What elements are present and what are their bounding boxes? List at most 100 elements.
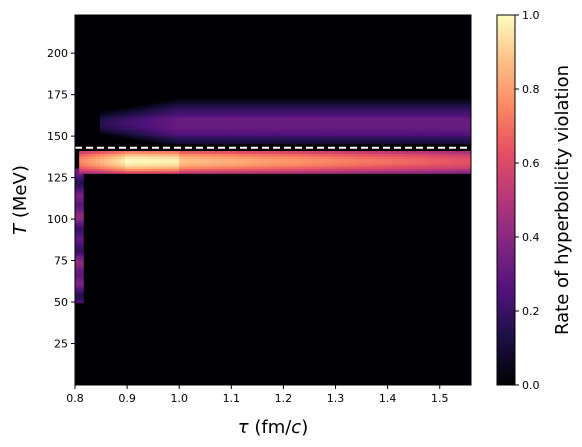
heat-cell <box>425 121 430 125</box>
heat-cell <box>187 116 193 120</box>
heat-cell <box>170 103 176 107</box>
heat-cell <box>150 131 155 135</box>
heat-cell <box>466 108 471 112</box>
heat-cell <box>129 116 134 120</box>
heat-cell <box>133 170 138 174</box>
heat-cell <box>329 133 334 137</box>
heat-cell <box>304 98 309 102</box>
heat-cell <box>341 170 347 174</box>
heat-cell <box>245 101 251 105</box>
heat-cell <box>241 170 247 174</box>
heat-cell <box>458 153 464 157</box>
heat-cell <box>179 111 184 115</box>
heat-cell <box>187 126 193 130</box>
heat-cell <box>166 151 172 154</box>
heat-cell <box>204 111 209 115</box>
heat-cell <box>195 108 201 112</box>
heat-cell <box>245 136 251 140</box>
heat-cell <box>283 138 288 142</box>
heat-cell <box>325 136 330 140</box>
heat-cell <box>183 163 188 167</box>
heat-cell <box>75 282 80 286</box>
heat-cell <box>433 136 439 140</box>
heat-cell <box>175 121 180 125</box>
heat-cell <box>291 153 297 157</box>
heat-cell <box>162 108 168 112</box>
heat-cell <box>145 103 151 107</box>
heat-cell <box>137 168 143 172</box>
heat-cell <box>158 103 163 107</box>
heat-cell <box>379 133 384 137</box>
heat-cell <box>158 118 163 122</box>
heat-cell <box>354 128 359 132</box>
heat-cell <box>362 133 368 137</box>
heat-cell <box>187 111 193 115</box>
heat-cell <box>237 153 243 157</box>
heat-cell <box>316 111 322 115</box>
heat-cell <box>116 123 122 127</box>
heat-cell <box>233 113 238 117</box>
x-axis-label: τ (fm/c) <box>238 417 308 438</box>
heat-cell <box>312 158 318 162</box>
heat-cell <box>162 126 168 130</box>
heat-cell <box>358 161 364 164</box>
heat-cell <box>258 101 263 105</box>
heat-cell <box>329 161 334 164</box>
heat-cell <box>320 111 326 115</box>
heat-cell <box>408 128 414 132</box>
heat-cell <box>275 163 280 167</box>
heat-cell <box>412 138 418 142</box>
heat-cell <box>404 123 409 127</box>
heat-cell <box>300 116 305 120</box>
heat-cell <box>270 153 276 157</box>
heat-cell <box>158 113 163 117</box>
heat-cell <box>345 151 351 154</box>
heat-cell <box>308 170 313 174</box>
heat-cell <box>454 168 459 172</box>
heat-cell <box>433 126 439 130</box>
heat-cell <box>175 141 180 144</box>
heat-cell <box>195 138 201 142</box>
heat-cell <box>333 141 339 144</box>
heat-cell <box>383 163 389 167</box>
heat-cell <box>79 168 84 172</box>
heat-cell <box>158 156 163 159</box>
heat-cell <box>129 133 134 137</box>
heat-cell <box>112 153 118 157</box>
heat-cell <box>429 108 434 112</box>
heat-cell <box>191 170 197 174</box>
heat-cell <box>141 108 147 112</box>
heat-cell <box>387 141 393 144</box>
heat-cell <box>429 113 434 117</box>
heat-cell <box>420 141 426 144</box>
heat-cell <box>275 153 280 157</box>
heat-cell <box>291 98 297 102</box>
heat-cell <box>179 141 184 144</box>
heat-cell <box>354 123 359 127</box>
heat-cell <box>141 153 147 157</box>
heat-cell <box>225 153 230 157</box>
heat-cell <box>179 161 184 164</box>
heat-cell <box>212 151 218 154</box>
heat-cell <box>287 116 293 120</box>
heat-cell <box>291 118 297 122</box>
heat-cell <box>445 133 451 137</box>
heat-cell <box>379 161 384 164</box>
heat-cell <box>145 131 151 135</box>
colorbar-label: Rate of hyperbolicity violation <box>552 65 573 335</box>
heat-cell <box>79 205 84 209</box>
heat-cell <box>95 165 101 169</box>
heat-cell <box>400 106 405 110</box>
heat-cell <box>195 151 201 154</box>
heat-cell <box>79 213 84 217</box>
heat-cell <box>283 136 288 140</box>
heat-cell <box>325 116 330 120</box>
heat-cell <box>204 170 209 174</box>
heat-cell <box>150 158 155 162</box>
heat-cell <box>375 136 380 140</box>
heat-cell <box>200 170 205 174</box>
heat-cell <box>366 121 372 125</box>
heat-cell <box>229 138 234 142</box>
heat-cell <box>237 156 243 159</box>
heat-cell <box>391 126 397 130</box>
